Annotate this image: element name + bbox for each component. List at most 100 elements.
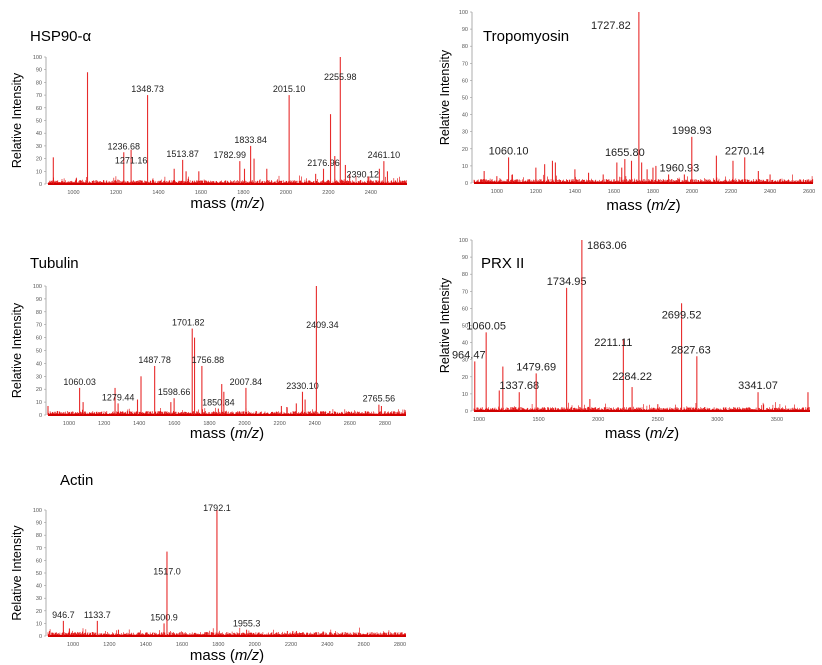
y-tick-label: 70 <box>36 93 42 99</box>
x-tick-label: 3000 <box>711 417 723 423</box>
y-tick-label: 90 <box>36 68 42 74</box>
y-tick-label: 0 <box>39 413 42 419</box>
x-axis-label: mass (m/z) <box>190 425 264 442</box>
y-tick-label: 100 <box>459 10 468 16</box>
x-tick-label: 1800 <box>647 189 659 195</box>
spectrum-panel-prx2: 0 10 20 30 40 50 60 70 80 90 100 1000 1500 2000 2500 30… <box>438 238 810 442</box>
x-tick-label: 2600 <box>803 189 815 195</box>
x-tick-label: 1400 <box>569 189 581 195</box>
peak-label: 1756.88 <box>192 355 225 365</box>
x-tick-label: 1600 <box>168 421 180 427</box>
peak-label: 2255.98 <box>324 72 357 82</box>
x-tick-label: 1000 <box>67 642 79 648</box>
peak-label: 2284.22 <box>612 371 652 383</box>
peak-label: 964.47 <box>452 349 486 361</box>
y-tick-label: 70 <box>462 61 468 67</box>
x-tick-label: 2000 <box>686 189 698 195</box>
baseline-noise <box>47 627 406 636</box>
peak-label: 2699.52 <box>662 309 702 321</box>
x-tick-label: 1800 <box>203 421 215 427</box>
y-tick-label: 10 <box>462 392 468 398</box>
peak-label: 2211.11 <box>594 337 632 349</box>
peak-label: 1792.1 <box>203 503 231 513</box>
peak-label: 1513.87 <box>166 149 199 159</box>
x-tick-label: 1200 <box>103 642 115 648</box>
y-tick-label: 60 <box>462 306 468 312</box>
y-tick-label: 10 <box>462 164 468 170</box>
y-tick-label: 20 <box>36 157 42 163</box>
y-tick-label: 100 <box>33 55 42 61</box>
y-tick-label: 80 <box>462 272 468 278</box>
spectrum-panel-tubulin: 0 10 20 30 40 50 60 70 80 90 100 1000 1200 1400 1600 18… <box>10 284 406 442</box>
y-tick-label: 80 <box>36 80 42 86</box>
x-tick-label: 2400 <box>764 189 776 195</box>
x-axis-label-suffix: ) <box>260 195 265 212</box>
y-axis-label: Relative Intensity <box>10 525 24 621</box>
y-tick-label: 60 <box>36 558 42 564</box>
x-tick-label: 1600 <box>176 642 188 648</box>
x-tick-label: 1600 <box>608 189 620 195</box>
y-tick-label: 80 <box>462 44 468 50</box>
peak-label: 2176.96 <box>307 158 340 168</box>
peak-label: 1517.0 <box>153 567 181 577</box>
y-tick-label: 10 <box>36 169 42 175</box>
y-tick-label: 50 <box>462 96 468 102</box>
x-axis-label-mz: m/z <box>235 647 260 664</box>
x-tick-label: 2000 <box>592 417 604 423</box>
peak-label: 1236.68 <box>107 141 140 151</box>
y-tick-label: 90 <box>462 255 468 261</box>
x-tick-label: 1000 <box>63 421 75 427</box>
y-tick-label: 90 <box>36 297 42 303</box>
baseline-noise <box>473 402 810 411</box>
x-tick-label: 2000 <box>238 421 250 427</box>
peak-label: 1337.68 <box>499 380 539 392</box>
x-axis-label-suffix: ) <box>676 197 681 214</box>
y-tick-label: 90 <box>462 27 468 33</box>
peak-label: 1701.82 <box>172 318 205 328</box>
peak-label: 2015.10 <box>273 84 306 94</box>
peak-label: 946.7 <box>52 610 75 620</box>
baseline-noise <box>47 407 406 415</box>
peak-label: 3341.07 <box>738 380 778 392</box>
spectrum-panel-actin: 0 10 20 30 40 50 60 70 80 90 100 1000 1200 1400 1600 18… <box>10 503 406 664</box>
y-tick-label: 80 <box>36 310 42 316</box>
baseline-noise <box>473 174 814 183</box>
x-tick-label: 2600 <box>358 642 370 648</box>
y-tick-label: 0 <box>465 181 468 187</box>
x-axis-label-suffix: ) <box>674 425 679 442</box>
y-tick-label: 30 <box>36 596 42 602</box>
x-tick-label: 3500 <box>771 417 783 423</box>
x-tick-label: 2200 <box>285 642 297 648</box>
x-tick-label: 1800 <box>212 642 224 648</box>
x-tick-label: 1000 <box>67 190 79 196</box>
peak-label: 1348.73 <box>131 84 164 94</box>
y-tick-label: 30 <box>462 130 468 136</box>
y-tick-label: 40 <box>462 113 468 119</box>
y-tick-label: 40 <box>462 341 468 347</box>
y-tick-label: 50 <box>36 119 42 125</box>
x-tick-label: 1800 <box>237 190 249 196</box>
peak-label: 2390.12 <box>347 169 380 179</box>
x-axis-label-prefix: mass ( <box>190 425 235 442</box>
peak-label: 2270.14 <box>725 145 765 157</box>
x-axis-label: mass (m/z) <box>190 195 264 212</box>
y-tick-label: 70 <box>36 546 42 552</box>
y-tick-label: 60 <box>36 336 42 342</box>
peak-label: 1960.93 <box>659 162 699 174</box>
peak-label: 2330.10 <box>286 381 319 391</box>
x-axis-label: mass (m/z) <box>190 647 264 664</box>
x-axis-label-prefix: mass ( <box>190 195 235 212</box>
x-tick-label: 2400 <box>321 642 333 648</box>
y-tick-label: 70 <box>462 289 468 295</box>
panel-title-tropomyosin: Tropomyosin <box>483 28 570 45</box>
x-tick-label: 2500 <box>652 417 664 423</box>
x-tick-label: 1000 <box>491 189 503 195</box>
y-tick-label: 100 <box>459 238 468 244</box>
y-tick-label: 60 <box>36 106 42 112</box>
peak-label: 1833.84 <box>234 135 267 145</box>
peak-label: 1060.10 <box>489 145 529 157</box>
y-tick-label: 20 <box>36 387 42 393</box>
x-axis-label-prefix: mass ( <box>190 647 235 664</box>
x-tick-label: 2200 <box>322 190 334 196</box>
